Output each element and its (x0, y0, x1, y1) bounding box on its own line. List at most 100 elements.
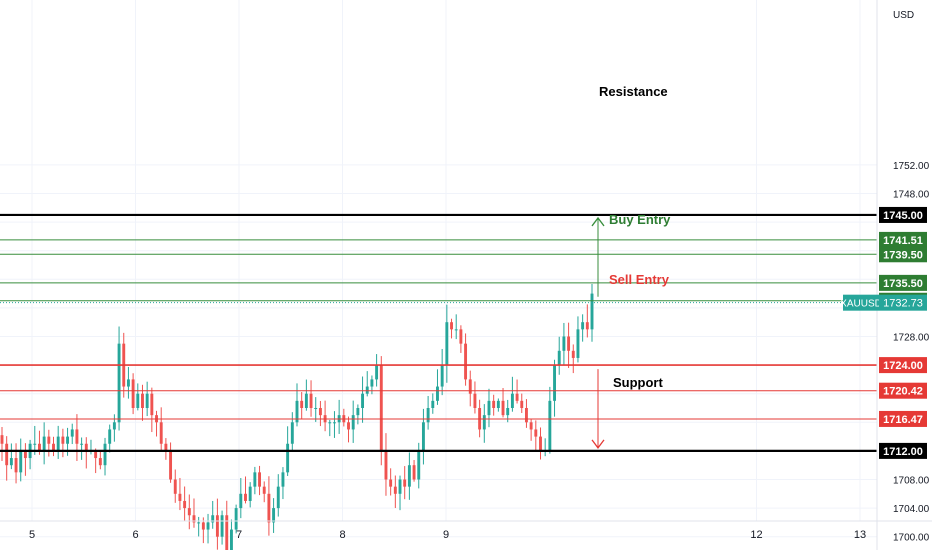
candle-body (571, 350, 575, 358)
support-arrow-head (591, 439, 605, 449)
candle-body (290, 422, 294, 444)
candle-body (178, 493, 182, 501)
candle-body (328, 422, 332, 424)
price-level-tag (879, 206, 927, 223)
price-level-label: 1739.50 (883, 249, 923, 261)
last-price-tag (879, 294, 927, 311)
candle-body (375, 365, 379, 380)
y-tick-label: 1708.00 (893, 476, 930, 487)
price-level-label: 1745.00 (883, 210, 923, 222)
candle-body (42, 436, 46, 451)
candle-body (370, 379, 374, 387)
candle-body (421, 422, 425, 451)
x-tick-label: 6 (132, 529, 138, 541)
annotations: Resistance Buy Entry Sell Entry Support (591, 84, 671, 449)
y-tick-label: 1748.00 (893, 190, 930, 201)
candle-body (94, 450, 98, 459)
x-tick-label: 9 (443, 529, 449, 541)
candle-body (548, 400, 552, 451)
candle-body (524, 408, 528, 423)
candle-body (5, 443, 9, 466)
candle-body (473, 393, 477, 408)
candle-body (159, 422, 163, 444)
resistance-label: Resistance (599, 84, 668, 99)
x-tick-label: 13 (854, 529, 866, 541)
candle-body (215, 515, 219, 537)
candle-body (585, 322, 589, 330)
candle-body (248, 486, 252, 501)
candle-body (300, 400, 304, 408)
candle-body (440, 365, 444, 387)
y-tick-label: 1704.00 (893, 504, 930, 515)
candle-body (361, 393, 365, 408)
candle-body (281, 472, 285, 487)
candle-body (206, 522, 210, 530)
symbol-tag (843, 294, 879, 311)
buy-entry-label: Buy Entry (609, 212, 671, 227)
candle-body (436, 386, 439, 401)
candle-body (108, 429, 112, 444)
price-level-tag (879, 382, 927, 399)
candle-body (267, 493, 271, 523)
price-level-tag (879, 442, 927, 459)
candle-body (103, 443, 107, 466)
candle-body (590, 293, 594, 330)
candle-body (141, 393, 144, 408)
candle-body (384, 450, 388, 480)
last-price-label: 1732.73 (883, 298, 923, 310)
candle-body (14, 458, 18, 473)
candle-body (365, 386, 369, 394)
candle-body (487, 400, 491, 416)
resistance-arrow-head (591, 216, 605, 227)
price-level-label: 1741.51 (883, 235, 923, 247)
candle-body (534, 429, 538, 437)
candle-body (553, 365, 556, 401)
candle-body (539, 436, 542, 451)
candle-body (173, 479, 177, 494)
candle-body (33, 443, 37, 445)
candle-body (220, 515, 224, 537)
price-level-label: 1716.47 (883, 414, 923, 426)
candle-body (70, 429, 74, 437)
candle-body (98, 458, 102, 466)
candle-body (126, 379, 130, 387)
candle-body (562, 336, 566, 351)
candle-body (253, 472, 257, 487)
candle-body (351, 415, 355, 430)
y-tick-label: 1728.00 (893, 333, 930, 344)
candle-body (567, 336, 571, 351)
candle-body (84, 443, 88, 451)
candle-body (459, 329, 463, 344)
price-level-label: 1735.50 (883, 278, 923, 290)
candle-body (482, 415, 486, 430)
candle-body (407, 465, 411, 487)
candle-body (496, 400, 500, 408)
candle-body (239, 493, 243, 509)
candle-body (520, 400, 524, 408)
price-level-tag (879, 410, 927, 427)
candle-body (576, 329, 580, 358)
symbol-label: XAUUSD (840, 299, 882, 310)
y-tick-label: 1752.00 (893, 161, 930, 172)
candle-body (192, 515, 196, 523)
candle-body (295, 400, 299, 423)
price-level-tag (879, 357, 927, 374)
candle-body (52, 443, 55, 451)
candle-body (229, 529, 233, 551)
price-level-tag (879, 274, 927, 291)
candle-body (258, 472, 261, 487)
candle-body (445, 322, 449, 366)
candle-body (426, 408, 430, 423)
candle-body (314, 408, 318, 409)
candle-body (262, 486, 266, 494)
candle-body (61, 436, 65, 444)
candle-body (225, 515, 229, 551)
candle-body (9, 458, 13, 466)
candles (0, 284, 594, 555)
candle-body (492, 400, 496, 408)
candle-body (47, 436, 51, 444)
price-level-tag (879, 246, 927, 263)
